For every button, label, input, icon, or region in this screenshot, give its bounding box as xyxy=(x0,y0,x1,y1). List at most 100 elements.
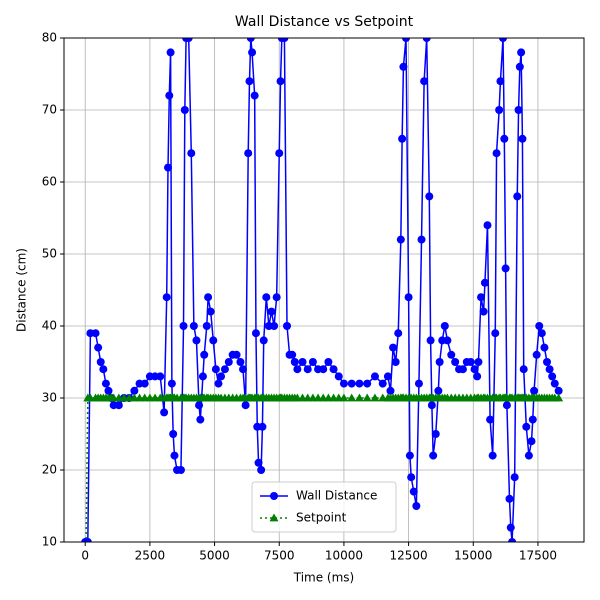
point xyxy=(293,365,302,374)
point xyxy=(479,307,488,316)
point xyxy=(288,350,297,359)
y-tick-label: 70 xyxy=(42,103,57,117)
point xyxy=(329,365,338,374)
point xyxy=(187,149,196,158)
point xyxy=(94,343,103,352)
point xyxy=(496,77,505,86)
point xyxy=(414,379,423,388)
point xyxy=(170,451,179,460)
legend-label: Wall Distance xyxy=(296,489,377,503)
point xyxy=(500,134,509,143)
point xyxy=(431,430,440,438)
point xyxy=(236,358,245,366)
point xyxy=(166,48,175,57)
point xyxy=(272,293,281,302)
point xyxy=(334,372,343,381)
point xyxy=(386,386,395,395)
point xyxy=(354,393,364,402)
point xyxy=(398,134,407,143)
point xyxy=(528,415,537,424)
point xyxy=(480,278,489,287)
point xyxy=(217,372,226,381)
point xyxy=(156,372,165,381)
legend-label: Setpoint xyxy=(296,511,347,525)
point xyxy=(176,466,185,474)
point xyxy=(202,322,211,330)
point xyxy=(391,358,400,366)
legend-marker xyxy=(269,513,279,522)
point xyxy=(422,38,431,42)
point xyxy=(474,358,483,366)
x-tick-label: 17500 xyxy=(519,549,557,563)
point xyxy=(347,393,357,402)
point xyxy=(167,379,176,388)
point xyxy=(130,386,139,395)
point xyxy=(290,358,299,366)
point xyxy=(160,408,169,417)
point xyxy=(246,38,255,42)
point xyxy=(451,358,460,366)
point xyxy=(189,322,198,330)
point xyxy=(339,393,349,402)
legend: Wall Distance Setpoint xyxy=(251,481,397,533)
point xyxy=(83,538,92,542)
point xyxy=(192,336,201,345)
point xyxy=(488,451,497,460)
point xyxy=(527,437,536,446)
point xyxy=(239,365,248,374)
y-axis-label: Distance (cm) xyxy=(15,248,29,332)
point xyxy=(477,293,486,302)
point xyxy=(530,386,539,395)
point xyxy=(466,358,475,366)
point xyxy=(267,307,276,316)
point xyxy=(383,372,392,381)
point xyxy=(339,379,348,388)
point xyxy=(434,386,443,395)
x-tick-label: 12500 xyxy=(390,549,428,563)
point xyxy=(195,401,204,410)
point xyxy=(378,379,387,388)
point xyxy=(324,358,333,366)
point xyxy=(96,358,105,366)
point xyxy=(499,38,508,42)
point xyxy=(524,451,533,460)
point xyxy=(196,415,205,424)
point xyxy=(165,91,174,100)
point xyxy=(259,336,268,345)
x-tick-label: 7500 xyxy=(264,549,295,563)
point xyxy=(440,322,449,330)
point xyxy=(270,322,279,330)
point xyxy=(251,329,260,338)
point xyxy=(405,451,414,460)
point xyxy=(501,264,510,273)
point xyxy=(447,350,456,359)
point xyxy=(399,62,408,71)
point xyxy=(409,487,418,496)
point xyxy=(347,379,356,388)
point xyxy=(548,372,557,381)
point xyxy=(402,38,411,42)
x-tick-label: 5000 xyxy=(199,549,230,563)
x-tick-label: 2500 xyxy=(135,549,166,563)
x-axis-label: Time (ms) xyxy=(293,571,355,585)
point xyxy=(443,336,452,345)
point xyxy=(425,192,434,201)
point xyxy=(412,502,421,510)
point xyxy=(250,91,259,100)
point xyxy=(241,401,250,410)
point xyxy=(308,358,317,366)
point xyxy=(506,523,515,532)
point xyxy=(275,149,284,158)
point xyxy=(513,192,522,201)
point xyxy=(184,38,193,42)
point xyxy=(389,343,398,352)
point xyxy=(280,38,289,42)
chart-title: Wall Distance vs Setpoint xyxy=(235,14,414,30)
point xyxy=(535,322,544,330)
series-line xyxy=(85,38,560,542)
point xyxy=(164,163,172,172)
x-tick-label: 0 xyxy=(81,549,89,563)
point xyxy=(554,386,563,395)
x-tick-label: 10000 xyxy=(325,549,363,563)
